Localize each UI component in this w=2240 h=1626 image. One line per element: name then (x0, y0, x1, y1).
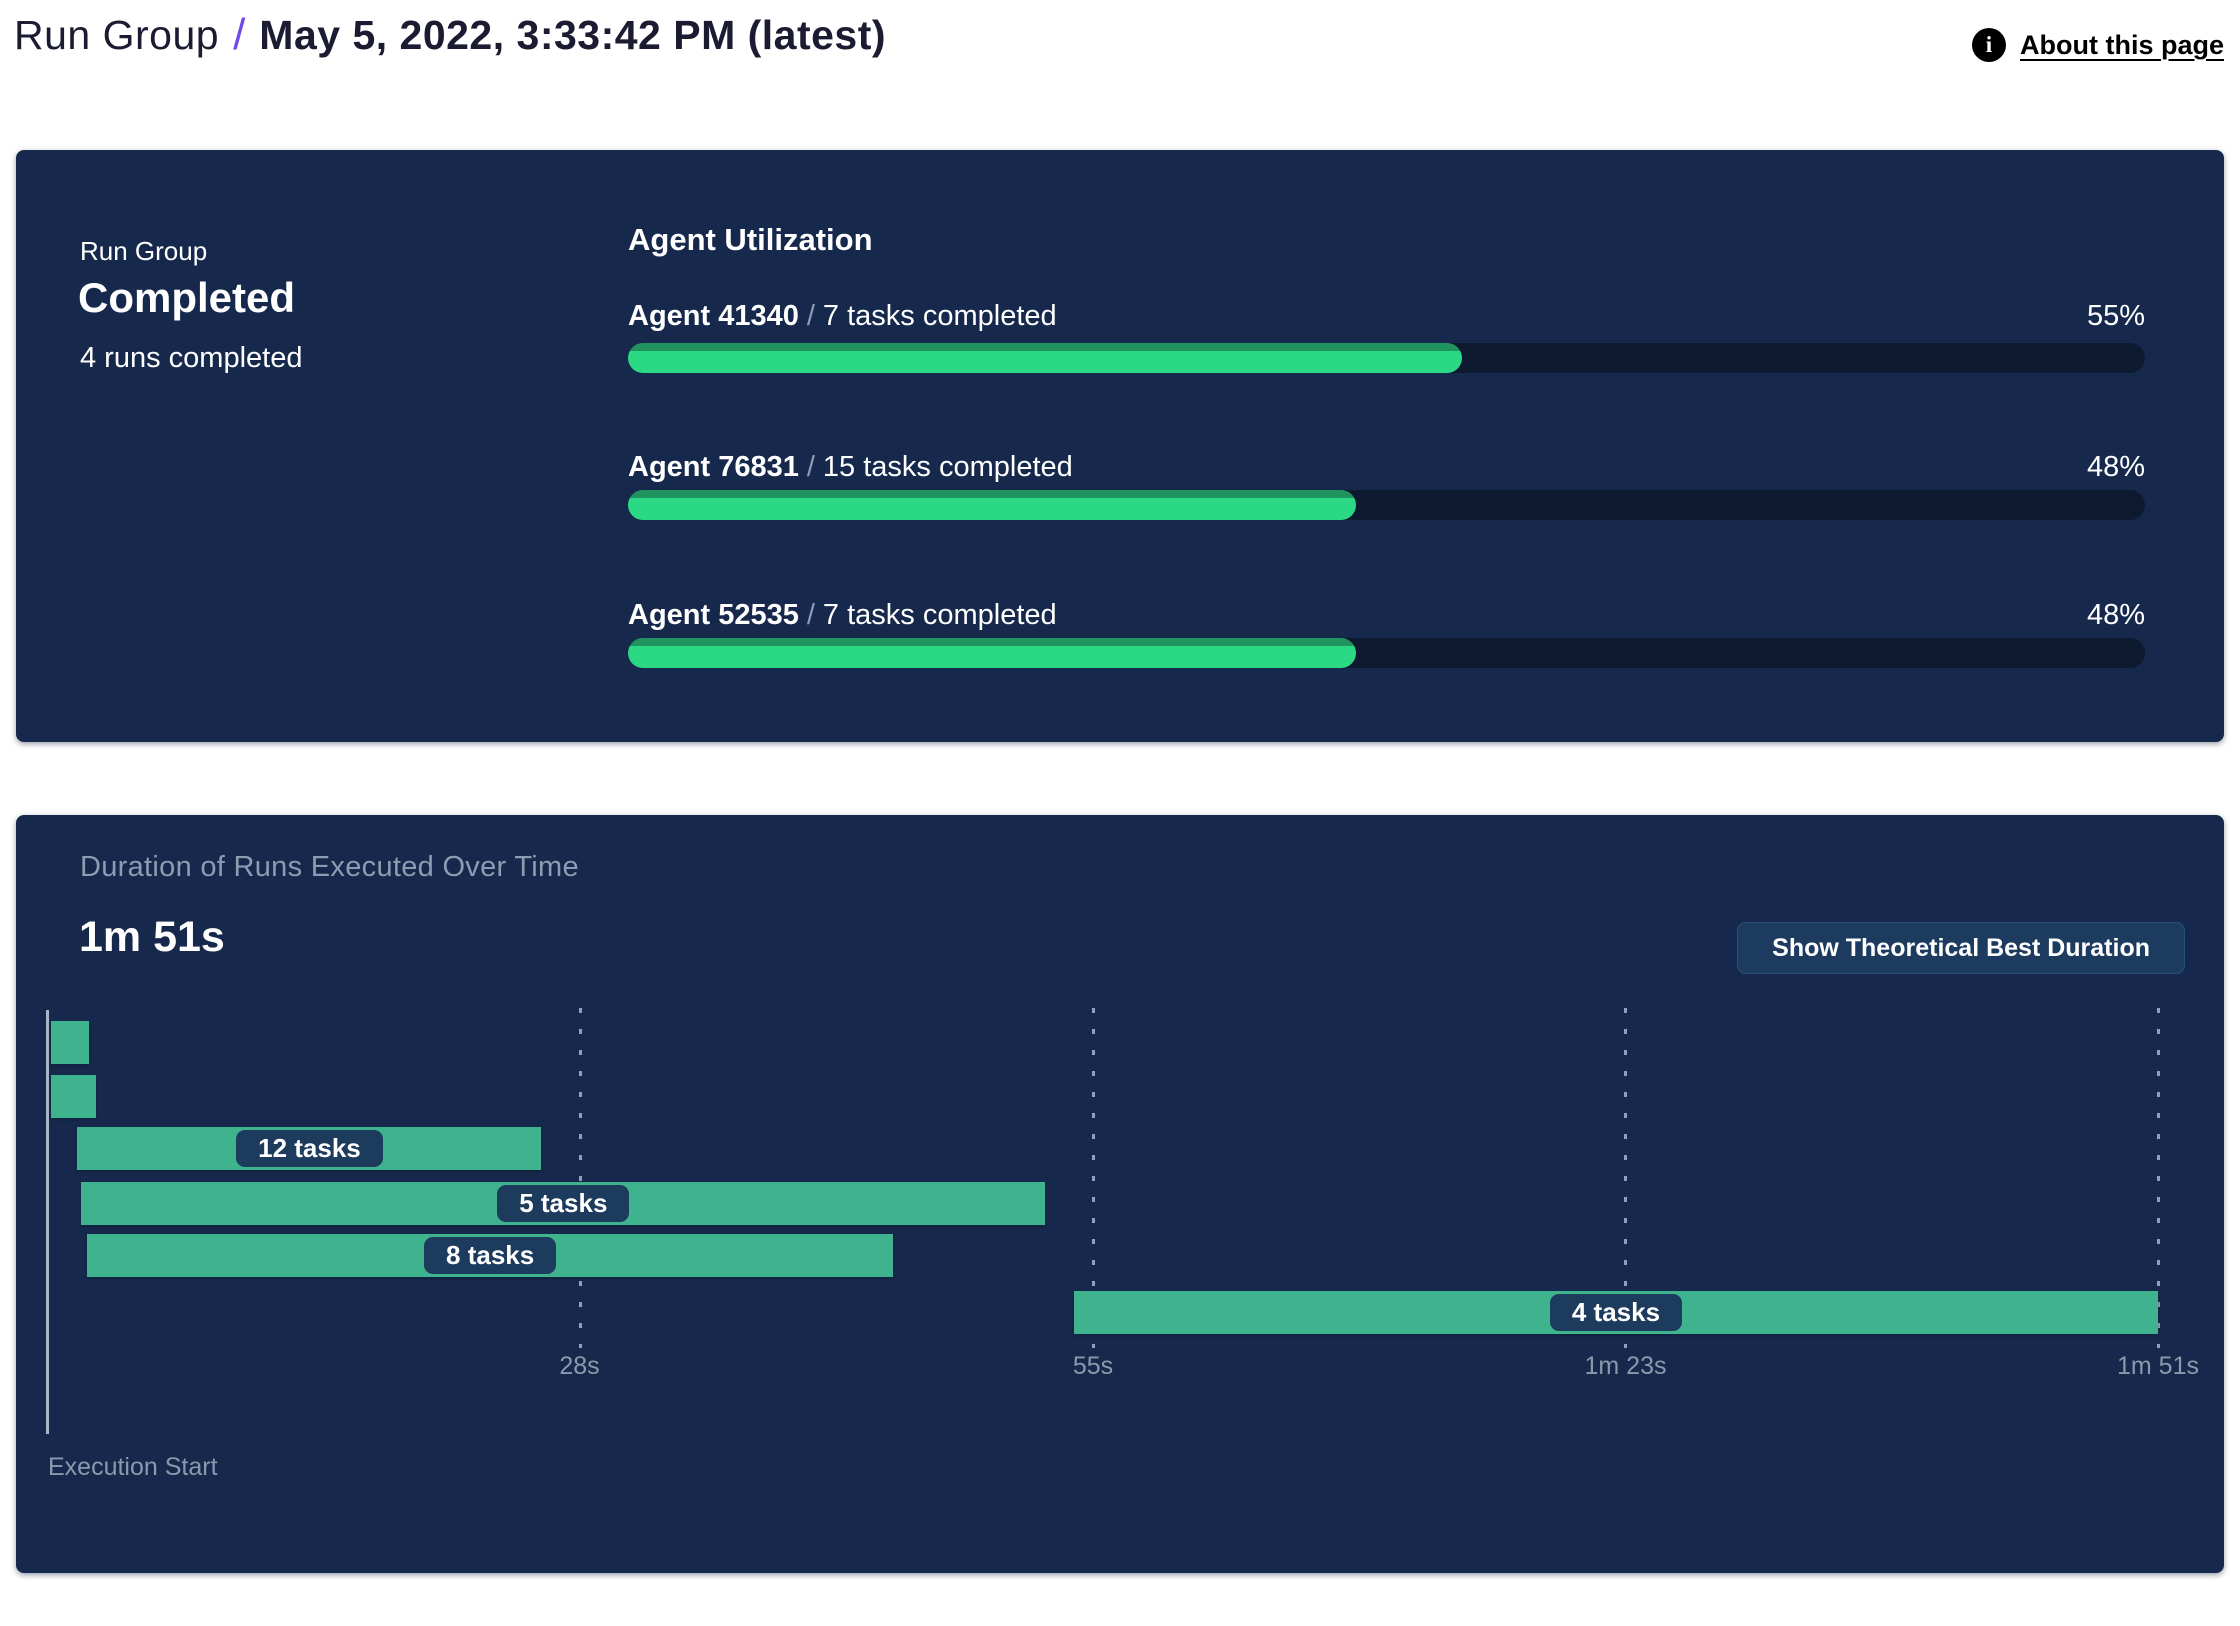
tick-label: 1m 51s (2117, 1352, 2199, 1380)
agent-utilization-bar (628, 638, 2145, 668)
show-theoretical-best-duration-button[interactable]: Show Theoretical Best Duration (1737, 922, 2185, 974)
runs-completed-count: 4 runs completed (80, 342, 303, 374)
duration-gantt-chart: Execution Start 28s 55s 1m 23s 1m 51s 12 tas… (16, 815, 2224, 1573)
run-duration-bar: 4 tasks (1073, 1291, 2158, 1334)
run-group-status: Completed (78, 274, 296, 321)
tick-label: 1m 23s (1584, 1352, 1667, 1380)
run-duration-bar: 5 tasks (81, 1182, 1046, 1225)
page-header: Run Group / May 5, 2022, 3:33:42 PM (lat… (14, 10, 2224, 60)
run-group-label: Run Group (80, 236, 208, 266)
info-icon: i (1972, 28, 2006, 62)
tick-label: 55s (1072, 1352, 1114, 1380)
agent-utilization-bar (628, 343, 2145, 373)
total-duration-value: 1m 51s (79, 913, 225, 961)
agent-utilization-percent: 55% (2086, 300, 2145, 332)
agent-utilization-fill (628, 490, 1357, 520)
x-axis-label: Execution Start (48, 1453, 218, 1481)
run-duration-bar: 8 tasks (86, 1234, 894, 1277)
tick-label: 28s (559, 1352, 600, 1380)
duration-panel: Duration of Runs Executed Over Time 1m 5… (16, 815, 2224, 1573)
breadcrumb-separator: / (233, 10, 246, 59)
breadcrumb-run-group[interactable]: Run Group (14, 12, 220, 58)
agent-utilization-fill (628, 638, 1357, 668)
agent-utilization-percent: 48% (2086, 451, 2145, 483)
task-count-badge: 12 tasks (236, 1130, 383, 1167)
run-duration-bar (50, 1075, 97, 1118)
gridline-55s (1091, 1008, 1095, 1348)
run-duration-bar: 12 tasks (77, 1127, 542, 1170)
agent-label: Agent 41340/7 tasks completed (628, 300, 1057, 332)
page-title: May 5, 2022, 3:33:42 PM (latest) (259, 12, 887, 58)
run-duration-bar (50, 1021, 89, 1064)
about-this-page-link[interactable]: i About this page (1972, 28, 2224, 62)
agent-utilization-fill (628, 343, 1463, 373)
agent-utilization-bar (628, 490, 2145, 520)
gridline-1m-51s (2157, 1008, 2160, 1348)
agent-utilization-section: Agent Utilization Agent 41340/7 tasks co… (628, 150, 2145, 742)
execution-start-axis-line (46, 1010, 49, 1434)
about-link-label: About this page (2020, 29, 2224, 60)
gridline-1m-23s (1624, 1008, 1628, 1348)
agent-label: Agent 52535/7 tasks completed (628, 599, 1057, 631)
agent-utilization-percent: 48% (2086, 599, 2145, 631)
task-count-badge: 8 tasks (424, 1237, 557, 1274)
agent-label: Agent 76831/15 tasks completed (628, 451, 1073, 483)
task-count-badge: 5 tasks (497, 1185, 630, 1222)
gridline-28s (578, 1008, 582, 1348)
run-group-panel: Run Group Completed 4 runs completed Age… (16, 150, 2224, 742)
duration-chart-title: Duration of Runs Executed Over Time (80, 851, 579, 883)
agent-utilization-title: Agent Utilization (628, 222, 873, 257)
task-count-badge: 4 tasks (1549, 1294, 1683, 1331)
